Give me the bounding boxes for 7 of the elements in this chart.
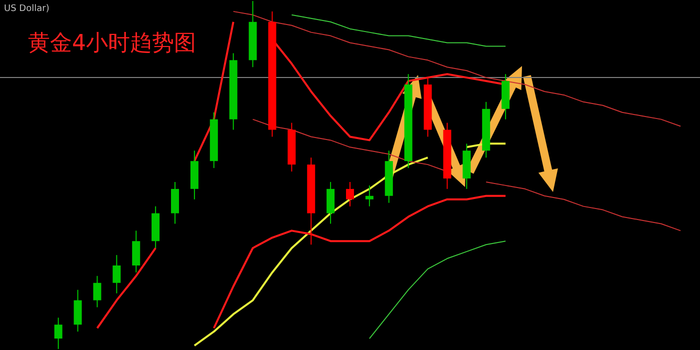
annotation: US Dollar) (4, 4, 50, 14)
candlestick (365, 184, 374, 207)
candlestick (346, 181, 354, 207)
candlestick (93, 275, 102, 308)
candlestick (54, 317, 62, 350)
text: 黄金4小时趋势图 (28, 31, 196, 56)
candlestick (112, 254, 121, 294)
